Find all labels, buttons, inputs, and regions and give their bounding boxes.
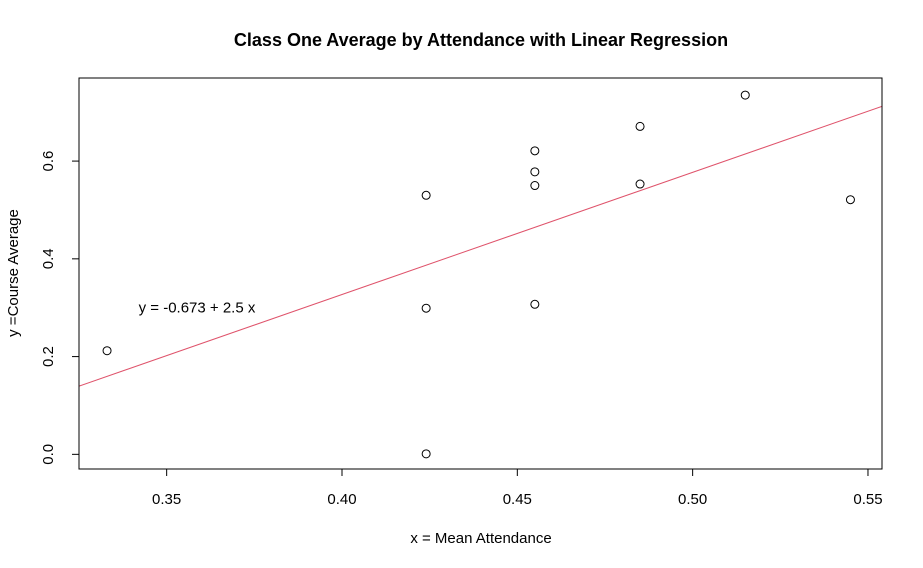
data-point bbox=[421, 190, 431, 200]
data-point bbox=[740, 90, 750, 100]
regression-equation-label: y = -0.673 + 2.5 x bbox=[139, 300, 256, 317]
data-point bbox=[635, 179, 645, 189]
x-axis: 0.35 0.40 0.45 0.50 0.55 bbox=[152, 468, 883, 508]
data-point bbox=[530, 181, 540, 191]
data-point bbox=[421, 303, 431, 313]
y-tick-label: 0.6 bbox=[40, 151, 57, 172]
data-point bbox=[530, 167, 540, 177]
data-points bbox=[102, 90, 855, 459]
x-tick-label: 0.50 bbox=[678, 491, 707, 508]
y-tick-label: 0.4 bbox=[40, 248, 57, 269]
chart-title: Class One Average by Attendance with Lin… bbox=[234, 30, 728, 50]
x-tick-label: 0.55 bbox=[853, 491, 882, 508]
data-point bbox=[530, 146, 540, 156]
data-point bbox=[102, 346, 112, 356]
x-axis-label: x = Mean Attendance bbox=[410, 530, 551, 547]
data-point bbox=[635, 121, 645, 131]
data-point bbox=[845, 195, 855, 205]
y-axis: 0.0 0.2 0.4 0.6 bbox=[40, 151, 80, 465]
data-point bbox=[530, 299, 540, 309]
data-point bbox=[421, 449, 431, 459]
x-tick-label: 0.45 bbox=[503, 491, 532, 508]
x-tick-label: 0.40 bbox=[327, 491, 356, 508]
regression-line bbox=[79, 105, 882, 387]
x-tick-label: 0.35 bbox=[152, 491, 181, 508]
y-tick-label: 0.2 bbox=[40, 346, 57, 367]
plot-frame bbox=[78, 77, 883, 470]
y-tick-label: 0.0 bbox=[40, 444, 57, 465]
y-axis-label: y =Course Average bbox=[5, 209, 22, 337]
